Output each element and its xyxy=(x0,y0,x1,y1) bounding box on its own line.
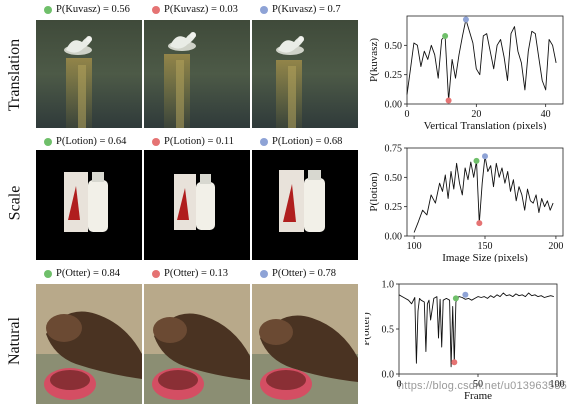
tile-caption: P(Otter) = 0.78 xyxy=(260,268,336,279)
marker-dot-icon xyxy=(260,137,268,146)
kuvasz-image xyxy=(36,20,142,128)
highlight-marker xyxy=(462,291,469,298)
plot-frame xyxy=(406,15,564,105)
y-tick-label: 0.50 xyxy=(385,173,403,184)
caption-text: P(Lotion) = 0.11 xyxy=(164,136,234,147)
x-axis-label: Frame xyxy=(464,390,492,402)
tile-caption: P(Kuvasz) = 0.03 xyxy=(152,4,238,15)
tile-caption: P(Otter) = 0.13 xyxy=(152,268,228,279)
x-tick-label: 40 xyxy=(541,109,551,120)
lotion-image xyxy=(144,150,250,260)
otter-image xyxy=(252,284,358,404)
marker-dot-icon xyxy=(152,269,160,278)
row-label: Scale xyxy=(0,148,30,258)
x-tick-label: 100 xyxy=(407,241,422,252)
caption-text: P(Kuvasz) = 0.56 xyxy=(56,4,130,15)
highlight-marker xyxy=(442,32,449,39)
caption-text: P(Lotion) = 0.64 xyxy=(56,136,127,147)
plot-kuvasz: 0 20 40 0.00 0.25 0.50 Vertical Translation (p… xyxy=(368,15,564,130)
marker-dot-icon xyxy=(260,269,268,278)
plot-frame xyxy=(406,147,564,237)
highlight-marker xyxy=(452,295,459,302)
x-tick-label: 50 xyxy=(473,379,483,390)
caption-text: P(Lotion) = 0.68 xyxy=(272,136,343,147)
y-axis-label: P(kuvasz) xyxy=(368,38,380,82)
x-axis-label: Image Size (pixels) xyxy=(442,252,528,262)
kuvasz-image xyxy=(144,20,250,128)
y-tick-label: 0.25 xyxy=(385,202,403,213)
marker-dot-icon xyxy=(152,5,160,14)
y-tick-label: 0.0 xyxy=(382,370,395,381)
series-line xyxy=(406,19,557,101)
lotion-image-art xyxy=(279,170,325,232)
otter-image-art xyxy=(252,284,358,404)
plot-frame xyxy=(398,283,558,375)
x-tick-label: 150 xyxy=(478,241,493,252)
highlight-marker xyxy=(473,157,480,164)
y-tick-label: 0.00 xyxy=(385,100,403,111)
caption-text: P(Kuvasz) = 0.03 xyxy=(164,4,238,15)
plot-otter: 0 50 100 0.0 0.5 1.0 Frame P(otter) xyxy=(365,280,565,403)
highlight-marker xyxy=(451,359,458,366)
series-line xyxy=(398,292,554,368)
x-tick-label: 20 xyxy=(471,109,481,120)
caption-text: P(Otter) = 0.84 xyxy=(56,268,120,279)
lotion-image xyxy=(36,150,142,260)
row-label-text: Natural xyxy=(6,317,24,365)
lotion-image-art xyxy=(64,172,108,232)
tile-caption: P(Kuvasz) = 0.56 xyxy=(44,4,130,15)
highlight-marker xyxy=(462,16,469,23)
y-tick-label: 0.75 xyxy=(385,144,403,155)
row-label-text: Translation xyxy=(6,38,23,111)
row-translation: Translation P(Kuvasz) = 0.56 P(Kuvasz) =… xyxy=(0,0,575,130)
tile-caption: P(Otter) = 0.84 xyxy=(44,268,120,279)
row-natural: Natural P(Otter) = 0.84 P(Otter) = 0.13 xyxy=(0,264,575,406)
plot-lotion: 100 150 200 0.00 0.25 0.50 0.75 Image Size (pix… xyxy=(368,144,564,263)
lotion-image xyxy=(252,150,358,260)
highlight-marker xyxy=(476,220,483,227)
marker-dot-icon xyxy=(44,5,52,14)
tile-caption: P(Lotion) = 0.68 xyxy=(260,136,342,147)
row-label: Translation xyxy=(0,22,30,127)
marker-dot-icon xyxy=(44,137,52,146)
y-tick-label: 1.0 xyxy=(382,280,395,291)
tile-caption: P(Kuvasz) = 0.7 xyxy=(260,4,341,15)
y-tick-label: 0.25 xyxy=(385,70,403,81)
caption-text: P(Kuvasz) = 0.7 xyxy=(272,4,341,15)
kuvasz-image-art xyxy=(36,20,142,128)
x-tick-label: 0 xyxy=(397,379,402,390)
marker-dot-icon xyxy=(152,137,160,146)
tile-caption: P(Lotion) = 0.11 xyxy=(152,136,234,147)
otter-image xyxy=(36,284,142,404)
x-tick-label: 0 xyxy=(405,109,410,120)
kuvasz-image-art xyxy=(252,20,358,128)
y-tick-label: 0.5 xyxy=(382,325,395,336)
caption-text: P(Otter) = 0.13 xyxy=(164,268,228,279)
kuvasz-image-art xyxy=(144,20,250,128)
row-label-text: Scale xyxy=(6,185,23,221)
otter-image-art xyxy=(36,284,142,404)
otter-image xyxy=(144,284,250,404)
x-tick-label: 100 xyxy=(550,379,565,390)
marker-dot-icon xyxy=(44,269,52,278)
tile-caption: P(Lotion) = 0.64 xyxy=(44,136,126,147)
row-scale: Scale P(Lotion) = 0.64 P(Lotion) = 0.11 … xyxy=(0,132,575,262)
otter-image-art xyxy=(144,284,250,404)
y-tick-label: 0.00 xyxy=(385,232,403,243)
lotion-image-art xyxy=(174,174,215,230)
marker-dot-icon xyxy=(260,5,268,14)
y-tick-label: 0.50 xyxy=(385,41,403,52)
caption-text: P(Otter) = 0.78 xyxy=(272,268,336,279)
y-axis-label: P(lotion) xyxy=(368,172,380,211)
x-tick-label: 200 xyxy=(548,241,563,252)
series-line xyxy=(413,155,554,233)
x-axis-label: Vertical Translation (pixels) xyxy=(424,120,547,130)
highlight-marker xyxy=(445,97,452,104)
watermark-text: https://blog.csdn.net/u013963585 xyxy=(397,380,567,392)
row-label: Natural xyxy=(0,282,30,400)
highlight-marker xyxy=(482,153,488,160)
kuvasz-image xyxy=(252,20,358,128)
y-axis-label: P(otter) xyxy=(365,312,372,346)
